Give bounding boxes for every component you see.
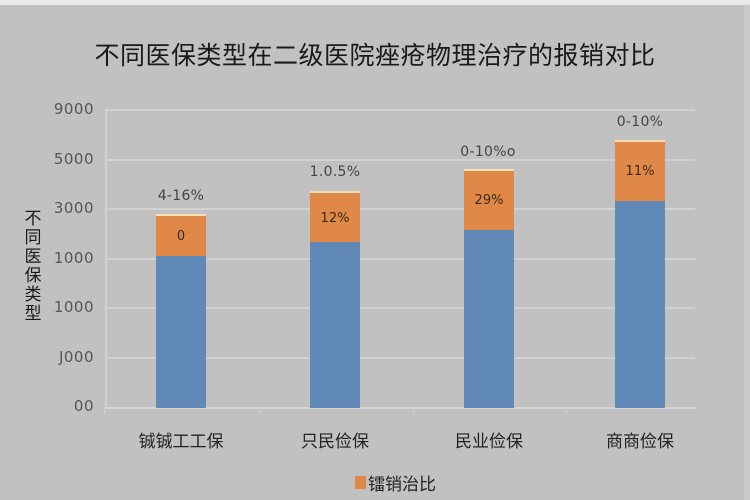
gridline: [107, 109, 695, 111]
bar-segment-blue: [464, 230, 514, 408]
right-edge: [744, 5, 750, 500]
legend-swatch-icon: [355, 476, 366, 489]
bar-stack: 12%: [310, 191, 360, 408]
y-tick-label: 00: [73, 397, 94, 415]
x-category-label: 铖铖工工保: [138, 432, 224, 452]
y-tick-label: 5000: [53, 150, 94, 168]
bar-segment-orange: 12%: [310, 191, 360, 242]
y-tick-label: 1000: [53, 249, 94, 267]
y-axis-label: 不同医保类型: [24, 209, 42, 324]
bar-segment-blue: [615, 201, 665, 408]
bar-top-label: 4-16%: [157, 188, 205, 204]
gridline: [107, 159, 695, 161]
x-category-label: 只民俭保: [301, 432, 369, 452]
x-tick-mark: [104, 407, 105, 413]
gridline: [107, 357, 695, 359]
y-tick-label: 3000: [53, 199, 94, 217]
y-tick-label: 9000: [53, 100, 94, 118]
y-axis-line: [105, 109, 107, 409]
top-border-strip: [0, 0, 750, 5]
segment-label: 11%: [625, 164, 655, 179]
x-tick-mark: [413, 407, 414, 413]
x-category-label: 民业俭保: [455, 432, 523, 452]
segment-label: 0: [176, 229, 186, 244]
legend: 镭销治比: [355, 470, 436, 495]
bar-segment-orange: 11%: [615, 140, 665, 201]
gridline: [107, 307, 695, 309]
bar-stack: 0: [156, 214, 206, 408]
bar-segment-blue: [156, 256, 206, 408]
segment-label: 29%: [474, 193, 504, 208]
bar-segment-blue: [310, 242, 360, 408]
bar-top-label: 0-10%o: [460, 144, 516, 160]
bar-top-label: 1.0.5%: [309, 164, 361, 180]
bar-segment-orange: 0: [156, 214, 206, 256]
y-tick-label: 1000: [53, 298, 94, 316]
bar-stack: 29%: [464, 169, 514, 408]
x-category-label: 商商俭保: [606, 432, 674, 452]
bar-stack: 11%: [615, 140, 665, 408]
x-axis-line: [104, 407, 696, 409]
x-tick-mark: [259, 407, 260, 413]
legend-label: 镭销治比: [368, 475, 436, 495]
bar-segment-orange: 29%: [464, 169, 514, 230]
x-tick-mark: [566, 407, 567, 413]
gridline: [107, 258, 695, 260]
segment-label: 12%: [320, 211, 350, 226]
y-tick-label: J000: [58, 348, 94, 366]
bar-top-label: 0-10%: [616, 114, 664, 130]
gridline: [107, 208, 695, 210]
chart-title: 不同医保类型在二级医院痤疮物理治疗的报销对比: [94, 41, 656, 70]
